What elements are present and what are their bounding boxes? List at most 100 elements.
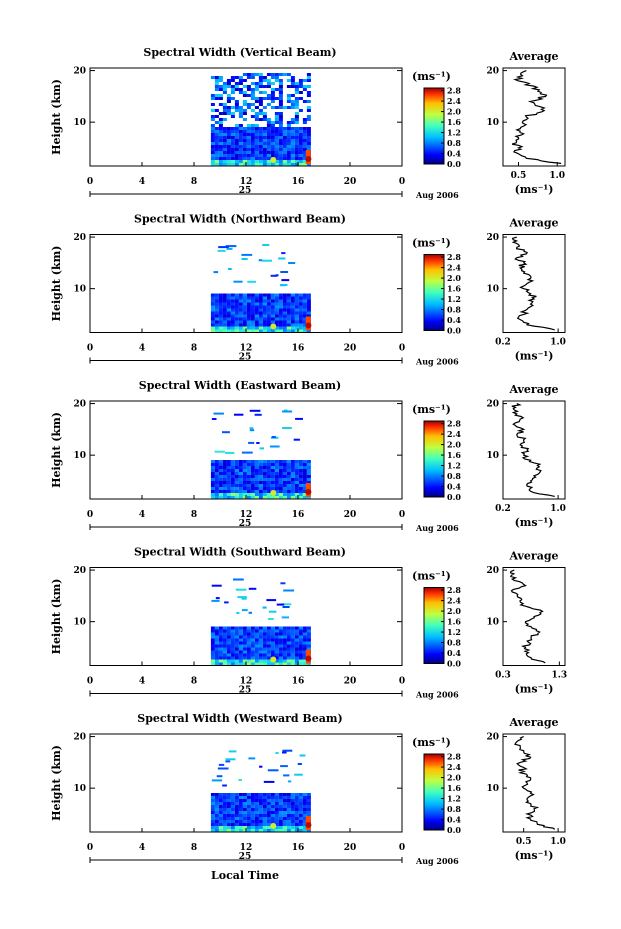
- heatmap-cell: [262, 85, 267, 88]
- heatmap-cell: [286, 820, 291, 823]
- heatmap-cell: [246, 320, 251, 324]
- heatmap-cell: [242, 320, 247, 324]
- heatmap-cell: [274, 802, 279, 805]
- heatmap-cell: [238, 145, 243, 148]
- heatmap-cell: [254, 317, 259, 321]
- heatmap-cell: [254, 73, 259, 76]
- heatmap-cell: [218, 817, 223, 820]
- heatmap-cell: [234, 650, 239, 654]
- heatmap-cell: [230, 148, 235, 151]
- heatmap-cell: [266, 130, 271, 133]
- heatmap-cell: [290, 148, 295, 151]
- heatmap-cell: [286, 460, 291, 463]
- heatmap-cell: [214, 632, 219, 636]
- heatmap-cell: [270, 94, 275, 97]
- heatmap-cell: [242, 817, 247, 820]
- heatmap-cell: [274, 302, 279, 306]
- heatmap-cell: [218, 641, 223, 645]
- heatmap-cell: [286, 139, 291, 142]
- heatmap-cell: [271, 436, 276, 438]
- heatmap-cell: [290, 650, 295, 654]
- heatmap-cell: [270, 799, 275, 802]
- avg-y-tick-label: 10: [486, 451, 499, 461]
- heatmap-cell: [249, 427, 254, 430]
- heatmap-cell: [286, 487, 291, 490]
- heatmap-cell: [302, 475, 307, 478]
- heatmap-cell: [278, 626, 283, 630]
- heatmap-cell: [294, 796, 299, 799]
- colorbar-tick-label: 2.0: [447, 606, 461, 616]
- heatmap-cell: [238, 148, 243, 151]
- heatmap-cell: [234, 127, 239, 130]
- heatmap-cell: [302, 326, 307, 330]
- heatmap-cell: [262, 466, 267, 469]
- avg-x-label: (ms⁻¹): [515, 183, 554, 196]
- heatmap-cell: [302, 650, 307, 654]
- heatmap-cell: [254, 296, 259, 300]
- heatmap-cell: [246, 103, 251, 106]
- heatmap-cell: [294, 106, 299, 109]
- heatmap-cell: [218, 635, 223, 639]
- heatmap-cell: [262, 91, 267, 94]
- heatmap-cell: [222, 796, 227, 799]
- heatmap-cell: [230, 641, 235, 645]
- heatmap-peak: [270, 157, 277, 163]
- heatmap-cell: [230, 632, 235, 636]
- heatmap-cell: [226, 829, 231, 832]
- avg-x-tick-label: 0.5: [516, 837, 532, 847]
- heatmap-cell: [226, 136, 231, 139]
- heatmap-cell: [230, 97, 235, 100]
- heatmap-cell: [230, 302, 235, 306]
- heatmap-cell: [250, 160, 255, 163]
- heatmap-cell: [298, 647, 303, 651]
- heatmap-cell: [210, 632, 215, 636]
- heatmap-cell: [258, 151, 263, 154]
- heatmap-cell: [298, 823, 303, 826]
- heatmap-cell: [238, 659, 243, 663]
- heatmap-cell: [254, 314, 259, 318]
- y-tick-label: 10: [73, 285, 86, 295]
- heatmap-cell: [298, 97, 303, 100]
- heatmap-cell: [286, 490, 291, 493]
- heatmap-cell: [218, 647, 223, 651]
- heatmap-cell: [210, 817, 215, 820]
- heatmap-cell: [214, 493, 219, 496]
- heatmap-cell: [306, 496, 311, 499]
- heatmap-cell: [270, 106, 275, 109]
- heatmap-cell: [226, 106, 231, 109]
- heatmap-cell: [234, 805, 239, 808]
- heatmap-cell: [298, 130, 303, 133]
- heatmap-cell: [210, 662, 215, 666]
- heatmap-cell: [218, 823, 223, 826]
- heatmap-cell: [306, 635, 311, 639]
- heatmap-cell: [306, 808, 311, 811]
- heatmap-cell: [226, 817, 231, 820]
- heatmap-cell: [210, 133, 215, 136]
- heatmap-cell: [294, 656, 299, 660]
- heatmap-cell: [242, 659, 247, 663]
- heatmap-cell: [274, 460, 279, 463]
- heatmap-cell: [242, 641, 247, 645]
- heatmap-cell: [254, 145, 259, 148]
- heatmap-cell: [234, 413, 244, 416]
- heatmap-cell: [214, 460, 219, 463]
- x-axis-label: Local Time: [211, 869, 279, 882]
- heatmap-cell: [250, 308, 255, 312]
- heatmap-cell: [238, 829, 243, 832]
- heatmap-cell: [234, 475, 239, 478]
- heatmap-cell: [278, 130, 283, 133]
- heatmap-cell: [278, 484, 283, 487]
- heatmap-cell: [302, 302, 307, 306]
- heatmap-cell: [242, 487, 247, 490]
- heatmap-cell: [294, 88, 299, 91]
- heatmap-cell: [246, 820, 251, 823]
- heatmap-cell: [266, 127, 271, 130]
- heatmap-cell: [274, 496, 279, 499]
- heatmap-cell: [282, 127, 287, 130]
- heatmap-cell: [238, 311, 243, 315]
- heatmap-cell: [262, 814, 267, 817]
- colorbar-tick-label: 0.4: [447, 482, 461, 492]
- heatmap-cell: [246, 799, 251, 802]
- heatmap-cell: [294, 653, 299, 657]
- heatmap-cell: [254, 85, 259, 88]
